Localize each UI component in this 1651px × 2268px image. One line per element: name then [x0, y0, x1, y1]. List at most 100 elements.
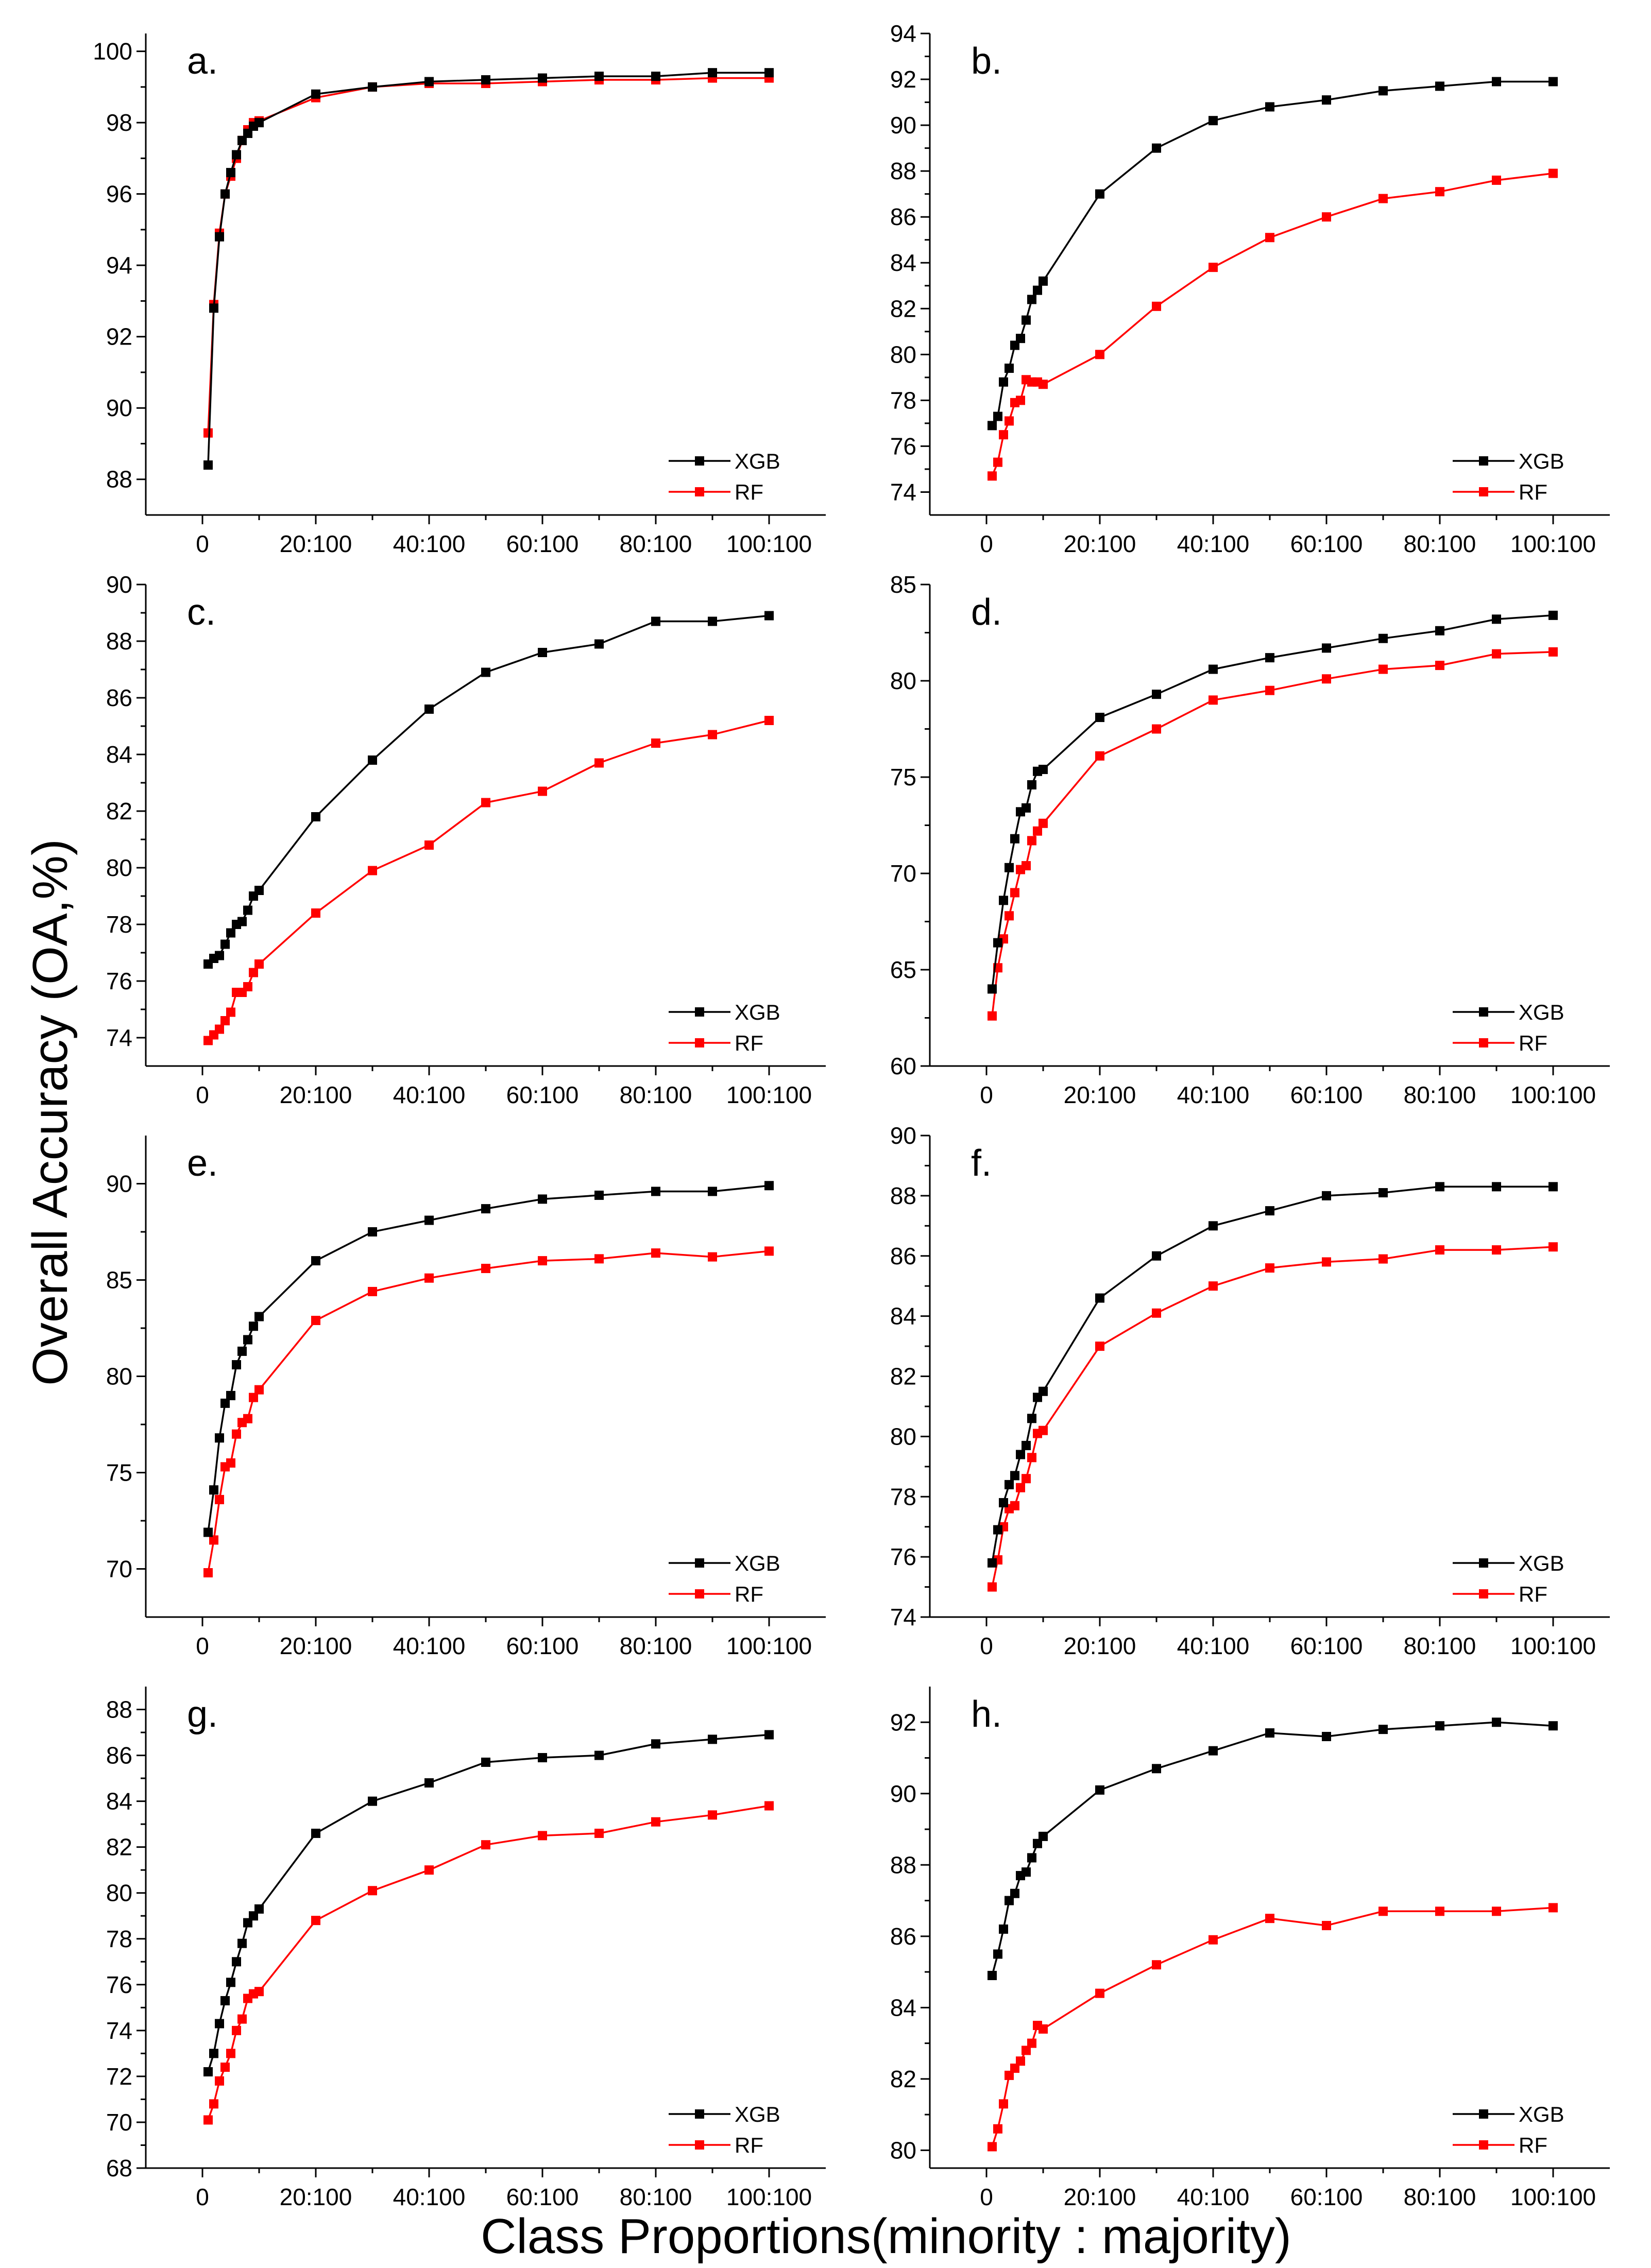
panel-f-rf-point [1492, 1245, 1501, 1255]
panel-d-xgb-point [1095, 713, 1104, 723]
panel-h-y-tick-label: 90 [890, 1780, 916, 1807]
panel-e-rf-point [651, 1248, 660, 1258]
panel-d-xgb-point [1378, 633, 1388, 643]
panel-c-xgb-point [220, 939, 230, 949]
panel-h-xgb-point [993, 1949, 1002, 1959]
panel-e-x-tick-label: 0 [196, 1633, 209, 1659]
panel-b-x-tick-label: 20:100 [1064, 530, 1136, 557]
panel-h-rf-point [1095, 1988, 1104, 1998]
panel-f-rf-point [1322, 1257, 1331, 1267]
panel-e-rf-point [243, 1414, 252, 1423]
panel-d-rf-point [1039, 818, 1048, 828]
panel-b-rf-point [1039, 380, 1048, 389]
panel-e-label: e. [187, 1143, 218, 1184]
panel-a-xgb-point [209, 303, 218, 313]
panel-b-x-tick-label: 60:100 [1290, 530, 1363, 557]
panel-g-rf-point [220, 2063, 230, 2072]
panel-d-x-tick-label: 60:100 [1290, 1081, 1363, 1108]
x-axis-title: Class Proportions(minority : majority) [481, 2209, 1291, 2264]
panel-f-y-tick-label: 86 [890, 1243, 916, 1269]
panel-g: 68 70 72 74 76 78 80 82 84 86 88 0 20:100 40:100 60:10… [106, 1687, 826, 2210]
panel-d-rf-point [1027, 836, 1036, 846]
panel-h-legend-xgb-marker [1479, 2109, 1488, 2119]
panel-g-legend-rf-marker [695, 2140, 704, 2150]
panel-e-rf-point [311, 1316, 320, 1326]
panel-h-rf-point [1022, 2046, 1031, 2055]
panel-f-y-tick-label: 74 [890, 1604, 916, 1630]
panel-g-rf-point [481, 1840, 490, 1850]
panel-f-xgb-point [1010, 1471, 1019, 1481]
panel-f-rf-point [1209, 1281, 1218, 1291]
panel-d-xgb-point [1022, 803, 1031, 813]
panel-d-legend-xgb-marker [1479, 1007, 1488, 1017]
panel-h-rf-line [991, 1906, 1554, 2147]
panel-f-y-tick-label: 84 [890, 1303, 916, 1330]
panel-h-x-tick-label: 0 [980, 2184, 993, 2210]
panel-f-xgb-point [1322, 1191, 1331, 1200]
panel-b-y-tick-label: 80 [890, 341, 916, 368]
panel-b-rf-point [988, 471, 997, 481]
panel-h-rf-point [1209, 1935, 1218, 1945]
panel-b-xgb-point [1152, 143, 1161, 153]
panel-f-xgb-point [1095, 1293, 1104, 1303]
panel-b-rf-point [999, 430, 1008, 440]
panel-g-xgb-point [209, 2049, 218, 2058]
panel-e-y-tick-label: 90 [106, 1171, 132, 1197]
panel-d-xgb-point [1152, 690, 1161, 699]
panel-g-y-tick-label: 88 [106, 1696, 132, 1723]
panel-a-xgb-point [424, 77, 434, 87]
panel-f-xgb-point [1209, 1221, 1218, 1231]
panel-a-rf-point [203, 428, 213, 438]
panel-f-xgb-point [1265, 1206, 1274, 1216]
panel-f-xgb-point [999, 1498, 1008, 1507]
panel-c-x-tick-label: 60:100 [506, 1081, 579, 1108]
panel-a-xgb-point [481, 75, 490, 85]
panel-g-rf-point [764, 1801, 774, 1811]
panel-c-legend-xgb-label: XGB [735, 1000, 780, 1024]
panel-b-xgb-point [999, 377, 1008, 387]
panel-f-xgb-point [1039, 1386, 1048, 1396]
panel-e-xgb-point [220, 1398, 230, 1408]
panel-b-xgb-point [1265, 102, 1274, 112]
panel-a-legend-xgb-marker [695, 456, 704, 466]
panel-e-rf-point [232, 1429, 241, 1439]
panel-c-x-tick-label: 20:100 [280, 1081, 352, 1108]
panel-e-rf-point [226, 1458, 235, 1468]
panel-d-x-tick-label: 20:100 [1064, 1081, 1136, 1108]
panel-a-xgb-point [594, 72, 604, 81]
panel-c-y-tick-label: 76 [106, 968, 132, 994]
panel-a-xgb-point [764, 68, 774, 78]
panel-d-rf-point [1033, 826, 1042, 836]
panel-h-xgb-point [1209, 1746, 1218, 1756]
panel-d-xgb-point [993, 938, 1002, 948]
panel-f-x-tick-label: 20:100 [1064, 1633, 1136, 1659]
panel-h-rf-point [1039, 2024, 1048, 2034]
panel-f-rf-point [1027, 1453, 1036, 1463]
panel-e-rf-point [481, 1264, 490, 1274]
panel-e-x-tick-label: 100:100 [726, 1633, 812, 1659]
panel-a-y-tick-label: 100 [93, 38, 132, 65]
panel-d-rf-point [1152, 724, 1161, 734]
panel-f-rf-point [1265, 1263, 1274, 1273]
panel-c-legend-rf-label: RF [735, 1031, 763, 1055]
panel-d-rf-point [1022, 861, 1031, 871]
panel-g-rf-point [232, 2025, 241, 2035]
panel-a-rf-line [207, 77, 769, 433]
panel-b-label: b. [971, 41, 1002, 82]
panel-b-xgb-point [1322, 95, 1331, 105]
panel-f-x-tick-label: 0 [980, 1633, 993, 1659]
panel-g-legend-xgb-marker [695, 2109, 704, 2119]
panel-a-xgb-point [203, 460, 213, 470]
panel-e-xgb-point [203, 1527, 213, 1537]
panel-b-rf-point [1435, 187, 1444, 197]
panel-g-rf-point [368, 1886, 377, 1896]
panel-d-xgb-point [999, 896, 1008, 905]
panel-g-rf-point [215, 2076, 224, 2086]
panel-d-label: d. [971, 592, 1002, 633]
panel-g-rf-point [209, 2099, 218, 2109]
panel-h-xgb-point [1005, 1896, 1014, 1905]
panel-e-legend-rf-label: RF [735, 1582, 763, 1606]
panel-c-xgb-point [237, 917, 247, 926]
panel-e-x-tick-label: 40:100 [393, 1633, 466, 1659]
